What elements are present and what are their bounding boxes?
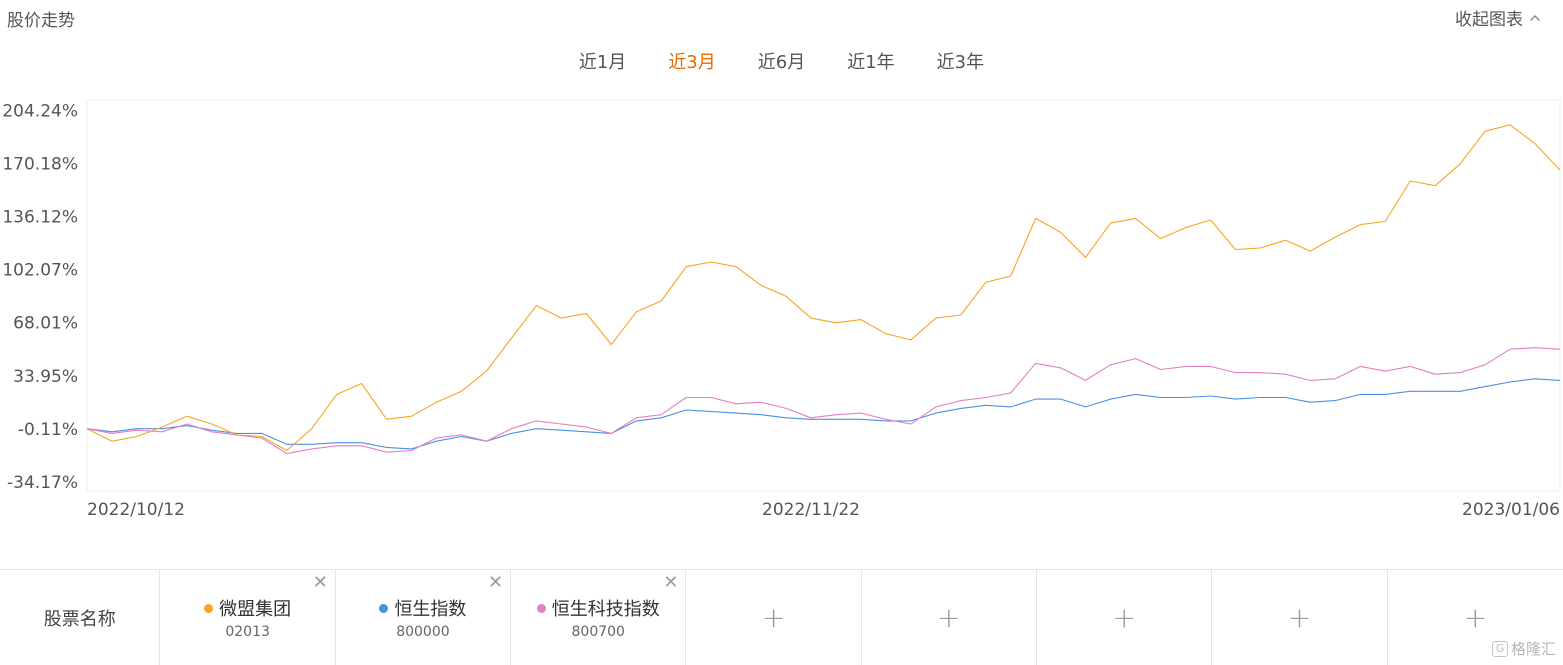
watermark: G 格隆汇 bbox=[1491, 638, 1556, 659]
collapse-chart-label: 收起图表 bbox=[1455, 10, 1523, 30]
plus-icon: + bbox=[1112, 600, 1136, 634]
add-stock-slot[interactable]: + bbox=[862, 570, 1038, 665]
comparison-table: 股票名称 ✕ 微盟集团 02013 ✕ 恒生指数 800000 ✕ 恒生科技指数… bbox=[0, 569, 1563, 665]
add-stock-slot[interactable]: + bbox=[1212, 570, 1388, 665]
y-tick-label: 136.12% bbox=[2, 208, 78, 228]
stock-code-label: 800700 bbox=[571, 624, 625, 640]
series-line-1 bbox=[86, 378, 1561, 450]
series-line-0 bbox=[86, 124, 1561, 452]
add-stock-slot[interactable]: + bbox=[686, 570, 862, 665]
y-tick-label: 170.18% bbox=[2, 155, 78, 175]
stock-name-header: 股票名称 bbox=[0, 570, 161, 665]
chart-title: 股价走势 bbox=[7, 11, 75, 31]
stock-name-label: 恒生指数 bbox=[394, 599, 467, 620]
x-tick-label: 2022/10/12 bbox=[87, 500, 185, 520]
y-tick-label: -0.11% bbox=[18, 420, 78, 440]
add-stock-slot[interactable]: + bbox=[1388, 570, 1563, 665]
series-line-2 bbox=[86, 347, 1561, 455]
y-tick-label: 68.01% bbox=[13, 314, 78, 334]
plus-icon: + bbox=[761, 600, 786, 634]
y-tick-label: 33.95% bbox=[13, 367, 78, 387]
stock-name-label: 恒生科技指数 bbox=[551, 599, 660, 620]
stock-name-label: 微盟集团 bbox=[219, 599, 292, 620]
chevron-up-icon bbox=[1530, 14, 1540, 21]
x-tick-label: 2022/11/22 bbox=[762, 500, 860, 520]
series-dot-icon bbox=[536, 603, 546, 613]
y-tick-label: -34.17% bbox=[7, 473, 78, 493]
period-tabs: 近1月 近3月 近6月 近1年 近3年 bbox=[0, 51, 1563, 75]
tab-3-months[interactable]: 近3月 bbox=[668, 52, 716, 73]
y-tick-label: 102.07% bbox=[2, 261, 78, 281]
series-dot-icon bbox=[379, 603, 389, 613]
x-tick-label: 2023/01/06 bbox=[1462, 500, 1560, 520]
plus-icon: + bbox=[1287, 600, 1312, 634]
price-trend-chart: 204.24% 170.18% 136.12% 102.07% 68.01% 33.95%… bbox=[2, 99, 1561, 520]
add-stock-slot[interactable]: + bbox=[1037, 570, 1213, 665]
remove-stock-icon[interactable]: ✕ bbox=[488, 572, 504, 593]
remove-stock-icon[interactable]: ✕ bbox=[663, 572, 679, 593]
tab-6-months[interactable]: 近6月 bbox=[757, 52, 806, 73]
plot-frame bbox=[86, 99, 1561, 492]
plus-icon: + bbox=[937, 600, 961, 634]
y-tick-label: 204.24% bbox=[2, 102, 78, 122]
tab-3-years[interactable]: 近3年 bbox=[936, 52, 985, 73]
watermark-text: 格隆汇 bbox=[1510, 640, 1556, 658]
collapse-chart-button[interactable]: 收起图表 bbox=[1455, 5, 1541, 30]
remove-stock-icon[interactable]: ✕ bbox=[312, 572, 328, 593]
watermark-logo-icon: G bbox=[1491, 640, 1508, 657]
stock-code-label: 02013 bbox=[225, 624, 270, 640]
stock-slot-hsi[interactable]: ✕ 恒生指数 800000 bbox=[336, 570, 512, 665]
tab-1-year[interactable]: 近1年 bbox=[847, 52, 895, 73]
stock-slot-hstech[interactable]: ✕ 恒生科技指数 800700 bbox=[511, 570, 687, 665]
stock-slot-weimob[interactable]: ✕ 微盟集团 02013 bbox=[160, 570, 336, 665]
plus-icon: + bbox=[1463, 600, 1488, 634]
tab-1-month[interactable]: 近1月 bbox=[578, 52, 627, 73]
series-dot-icon bbox=[204, 603, 214, 613]
stock-code-label: 800000 bbox=[396, 624, 450, 640]
